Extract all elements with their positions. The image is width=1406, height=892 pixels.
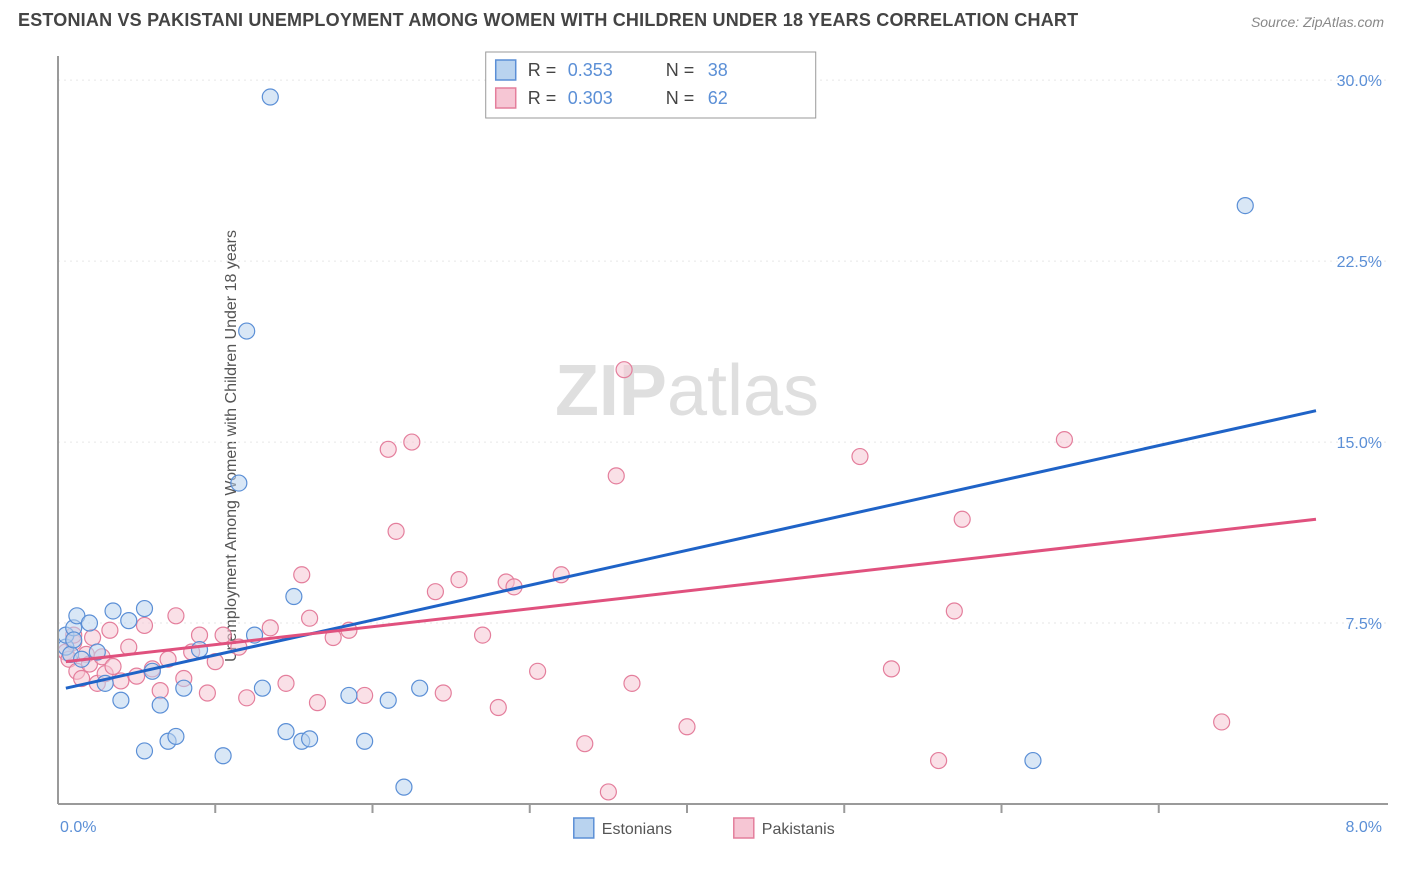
- scatter-point: [136, 743, 152, 759]
- scatter-point: [380, 692, 396, 708]
- scatter-point: [278, 675, 294, 691]
- legend-swatch: [496, 88, 516, 108]
- scatter-point: [412, 680, 428, 696]
- scatter-point: [102, 622, 118, 638]
- scatter-point: [1214, 714, 1230, 730]
- legend-swatch: [574, 818, 594, 838]
- scatter-point: [176, 680, 192, 696]
- scatter-point: [254, 680, 270, 696]
- scatter-point: [530, 663, 546, 679]
- scatter-point: [152, 697, 168, 713]
- scatter-point: [404, 434, 420, 450]
- legend-n-label: N =: [666, 88, 695, 108]
- scatter-point: [427, 584, 443, 600]
- scatter-point: [451, 572, 467, 588]
- trend-line: [66, 411, 1316, 688]
- scatter-point: [931, 753, 947, 769]
- scatter-point: [85, 630, 101, 646]
- scatter-point: [262, 620, 278, 636]
- scatter-point: [954, 511, 970, 527]
- scatter-point: [475, 627, 491, 643]
- scatter-point: [192, 627, 208, 643]
- scatter-point: [396, 779, 412, 795]
- legend-r-label: R =: [528, 60, 557, 80]
- scatter-point: [946, 603, 962, 619]
- scatter-point: [490, 699, 506, 715]
- legend-series-label: Estonians: [602, 821, 672, 838]
- legend-r-label: R =: [528, 88, 557, 108]
- scatter-point: [215, 627, 231, 643]
- scatter-point: [577, 736, 593, 752]
- scatter-point: [608, 468, 624, 484]
- trend-line: [66, 519, 1316, 661]
- scatter-point: [1237, 198, 1253, 214]
- scatter-point: [435, 685, 451, 701]
- scatter-point: [600, 784, 616, 800]
- y-tick-label: 15.0%: [1337, 435, 1382, 452]
- y-tick-label: 30.0%: [1337, 73, 1382, 90]
- scatter-point: [380, 441, 396, 457]
- legend-r-value: 0.303: [568, 88, 613, 108]
- scatter-point: [239, 323, 255, 339]
- watermark: ZIPatlas: [555, 351, 819, 431]
- scatter-point: [113, 692, 129, 708]
- legend-n-value: 62: [708, 88, 728, 108]
- scatter-point: [852, 449, 868, 465]
- chart-title: ESTONIAN VS PAKISTANI UNEMPLOYMENT AMONG…: [18, 10, 1078, 31]
- scatter-point: [168, 728, 184, 744]
- scatter-point: [168, 608, 184, 624]
- scatter-point: [121, 613, 137, 629]
- scatter-point: [239, 690, 255, 706]
- y-tick-label: 22.5%: [1337, 254, 1382, 271]
- scatter-point: [231, 475, 247, 491]
- scatter-point: [278, 724, 294, 740]
- scatter-point: [286, 588, 302, 604]
- legend-swatch: [734, 818, 754, 838]
- scatter-point: [81, 615, 97, 631]
- scatter-point: [309, 695, 325, 711]
- scatter-point: [679, 719, 695, 735]
- scatter-point: [883, 661, 899, 677]
- legend-n-value: 38: [708, 60, 728, 80]
- scatter-point: [192, 642, 208, 658]
- legend-r-value: 0.353: [568, 60, 613, 80]
- x-tick-label-max: 8.0%: [1346, 819, 1382, 836]
- scatter-point: [1056, 432, 1072, 448]
- scatter-point: [302, 610, 318, 626]
- scatter-point: [302, 731, 318, 747]
- y-tick-label: 7.5%: [1346, 616, 1382, 633]
- scatter-point: [357, 687, 373, 703]
- legend-swatch: [496, 60, 516, 80]
- scatter-point: [388, 523, 404, 539]
- scatter-point: [357, 733, 373, 749]
- x-tick-label-min: 0.0%: [60, 819, 96, 836]
- legend-series-label: Pakistanis: [762, 821, 835, 838]
- scatter-point: [66, 632, 82, 648]
- scatter-point: [215, 748, 231, 764]
- scatter-point: [1025, 753, 1041, 769]
- scatter-point: [152, 683, 168, 699]
- scatter-point: [136, 601, 152, 617]
- source-attribution: Source: ZipAtlas.com: [1251, 14, 1384, 30]
- scatter-point: [199, 685, 215, 701]
- scatter-point: [341, 687, 357, 703]
- legend-n-label: N =: [666, 60, 695, 80]
- scatter-point: [105, 658, 121, 674]
- scatter-point: [136, 617, 152, 633]
- correlation-chart: ZIPatlas 0.0% 8.0% 7.5% 15.0% 22.5% 30.0% R = 0.…: [48, 40, 1388, 850]
- scatter-point: [616, 362, 632, 378]
- scatter-point: [105, 603, 121, 619]
- scatter-point: [262, 89, 278, 105]
- scatter-point: [624, 675, 640, 691]
- scatter-point: [294, 567, 310, 583]
